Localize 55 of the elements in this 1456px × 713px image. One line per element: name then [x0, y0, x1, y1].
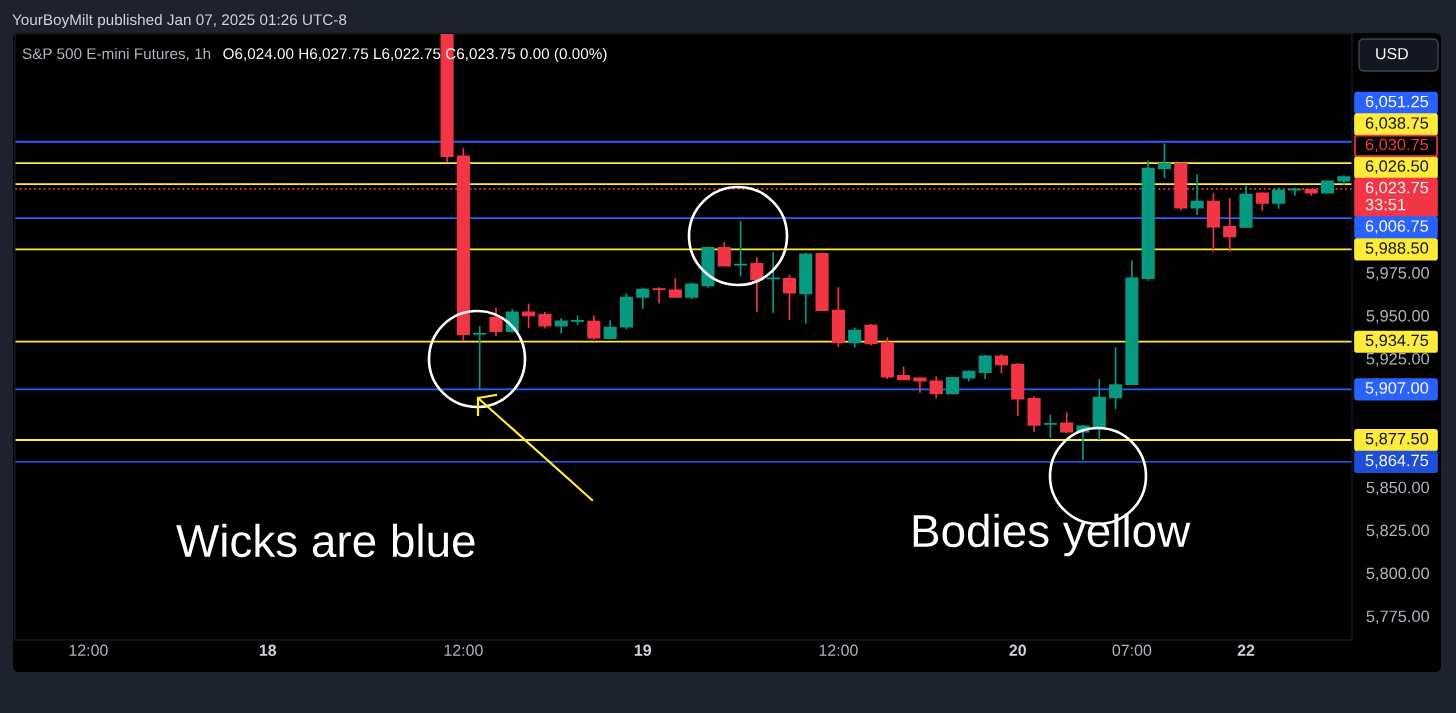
candlestick — [978, 354, 992, 380]
ref-line-label: 5,877.50 — [1365, 432, 1429, 447]
candlestick — [750, 256, 764, 313]
candlestick — [734, 220, 748, 278]
x-tick-label: 12:00 — [819, 644, 858, 656]
candlestick — [929, 375, 943, 400]
text: 6,030.75 — [1365, 138, 1429, 153]
ref-line-label: 5,907.00 — [1365, 382, 1429, 396]
ref-line-label: 5,988.50 — [1365, 242, 1429, 256]
x-tick-label: 07:00 — [1112, 644, 1152, 656]
x-tick-label: 19 — [634, 644, 652, 656]
ref-line-label: 5,934.75 — [1365, 334, 1429, 349]
annotation: Wicks are blue — [176, 523, 475, 558]
y-tick-label: 5,825.00 — [1366, 524, 1430, 539]
y-tick-label: 5,850.00 — [1366, 481, 1430, 496]
candlestick — [668, 277, 682, 298]
x-tick-label: 12:00 — [69, 644, 108, 656]
candlestick — [782, 273, 797, 321]
ref-line-label: 6,026.50 — [1365, 160, 1429, 174]
x-tick-label: 20 — [1009, 644, 1026, 656]
candlestick — [864, 323, 878, 346]
ref-line-label: 5,864.75 — [1365, 454, 1429, 469]
y-tick-label: 5,950.00 — [1366, 310, 1430, 324]
x-tick-label: 18 — [259, 644, 277, 656]
annotation: Bodies yellow — [913, 513, 1191, 557]
x-tick-label: 22 — [1237, 644, 1255, 656]
candlestick — [1272, 186, 1286, 210]
candlestick — [717, 241, 731, 267]
candlestick — [652, 286, 666, 305]
candlestick — [1060, 411, 1074, 434]
candlestick — [1255, 191, 1269, 212]
y-tick-label: 5,975.00 — [1366, 267, 1430, 281]
candlestick — [1223, 197, 1237, 253]
y-tick-label: 5,800.00 — [1366, 567, 1430, 582]
candlestick — [848, 326, 862, 349]
text: USD — [1376, 47, 1408, 60]
candlestick — [636, 286, 650, 310]
candlestick — [522, 302, 536, 329]
candlestick — [587, 314, 601, 341]
ref-line-label: 6,038.75 — [1365, 117, 1429, 131]
candlestick — [994, 353, 1009, 375]
text: S&P 500 E-mini Futures, 1h — [22, 47, 211, 61]
x-tick-label: 12:00 — [444, 644, 483, 656]
candlestick — [489, 306, 503, 337]
ref-line-label: 6,023.75 33:51 — [1365, 181, 1429, 211]
ref-line-label: 6,006.75 — [1365, 220, 1429, 234]
candlestick — [1043, 413, 1057, 439]
ref-line-label: 6,051.25 — [1365, 95, 1429, 110]
y-tick-label: 5,775.00 — [1366, 610, 1430, 624]
y-tick-label: 5,925.00 — [1366, 352, 1430, 367]
candlestick — [1109, 346, 1123, 410]
candlestick — [1190, 173, 1204, 216]
candlestick — [473, 325, 487, 391]
candlestick — [1157, 142, 1172, 180]
chart-subtitle: YourBoyMilt published Jan 07, 2025 01:26 UTC-8 — [12, 13, 347, 29]
